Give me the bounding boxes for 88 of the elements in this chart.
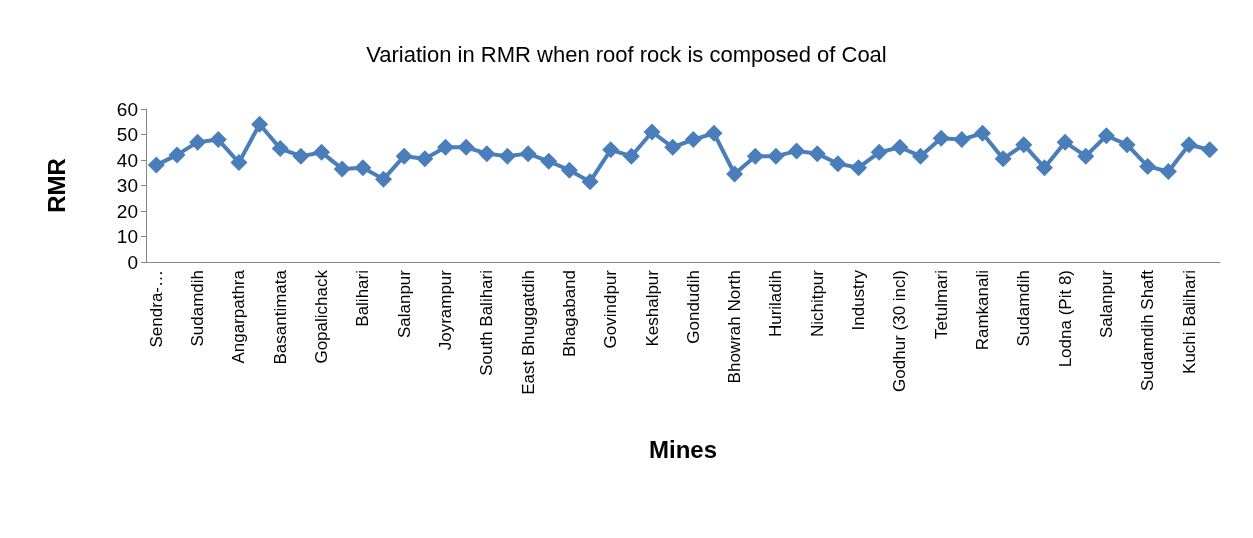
x-tick-label: Bhagaband (559, 270, 579, 357)
point (230, 154, 248, 172)
y-tick-label: 40 (116, 149, 138, 171)
y-tick-label: 30 (116, 175, 138, 196)
x-tick-label: Gopalichack (312, 269, 332, 364)
point (684, 131, 702, 149)
x-tick-label: Balihari (353, 270, 373, 327)
point (726, 165, 744, 183)
y-tick-label: 10 (116, 226, 138, 247)
x-tick-label: Keshalpur (642, 269, 662, 347)
point (1180, 136, 1198, 154)
x-tick-label: Gondudih (683, 270, 703, 344)
point (1118, 136, 1136, 154)
x-tick-label: Huriladih (766, 270, 786, 338)
point (808, 145, 826, 163)
point (333, 160, 351, 178)
point (953, 131, 971, 149)
x-tick-label: Sudamdih (188, 270, 208, 347)
point (746, 147, 764, 165)
point (478, 145, 496, 163)
x-axis-title: Mines (648, 435, 718, 463)
x-tick-label: South Balihari (477, 270, 497, 376)
x-tick-label: East Bhuggatdih (518, 270, 538, 395)
point (416, 150, 434, 168)
point (375, 170, 393, 188)
point (1056, 133, 1074, 151)
x-tick-label: Kuchi Balihari (1179, 270, 1199, 374)
y-axis-title: RMR (42, 158, 70, 213)
x-tick-label: Tetulmari (931, 270, 951, 339)
y-tick-label: 20 (116, 200, 138, 222)
x-tick-label: Govindpur (601, 269, 621, 349)
x-tick-label: Industry (849, 269, 869, 331)
point (436, 138, 454, 156)
point (1077, 147, 1095, 165)
x-tick-label: Basantimata (270, 269, 290, 365)
point (1035, 159, 1053, 177)
point (891, 138, 909, 156)
point (498, 147, 516, 165)
point (313, 143, 331, 161)
point (540, 152, 558, 170)
point (271, 140, 289, 158)
point (664, 138, 682, 156)
point (189, 133, 207, 151)
point (354, 159, 372, 177)
x-tick-label: Sendra-… (146, 270, 166, 348)
x-tick-label: Sudamdih Shaft (1138, 269, 1158, 391)
point (643, 123, 661, 141)
point (519, 145, 537, 163)
point (973, 124, 991, 142)
point (932, 129, 950, 147)
point (602, 141, 620, 159)
point (1097, 127, 1115, 145)
point (251, 115, 269, 133)
point (560, 161, 578, 179)
x-tick-label: Godhur (30 incl) (890, 270, 910, 392)
point (1015, 136, 1033, 154)
point (1201, 141, 1219, 159)
point (994, 150, 1012, 168)
x-tick-label: Joyrampur (435, 269, 455, 351)
point (850, 159, 868, 177)
point (395, 147, 413, 165)
point (912, 147, 930, 165)
x-tick-label: Ramkanali (972, 270, 992, 351)
point (292, 147, 310, 165)
point (581, 173, 599, 191)
point (767, 147, 785, 165)
point (705, 124, 723, 142)
point (870, 143, 888, 161)
y-tick-label: 0 (127, 251, 138, 273)
x-tick-label: Sudamdih (1014, 270, 1034, 347)
x-tick-label: Lodna (Pit 8) (1055, 270, 1075, 368)
point (788, 142, 806, 160)
point (829, 155, 847, 173)
x-tick-label: Salanpur (1096, 269, 1116, 339)
y-tick-label: 60 (116, 98, 138, 120)
point (1159, 162, 1177, 180)
x-tick-label: Bhowrah North (725, 270, 745, 384)
x-tick-label: Angarpathra (229, 269, 249, 364)
y-tick-label: 50 (116, 124, 138, 145)
x-tick-label: Nichitpur (807, 269, 827, 338)
point (168, 146, 186, 164)
point (209, 131, 227, 149)
point (457, 138, 475, 156)
point (622, 147, 640, 165)
point (1139, 157, 1157, 175)
x-tick-label: Salanpur (394, 269, 414, 339)
point (147, 156, 165, 174)
chart-title: Variation in RMR when roof rock is composed of Coal (366, 41, 887, 67)
